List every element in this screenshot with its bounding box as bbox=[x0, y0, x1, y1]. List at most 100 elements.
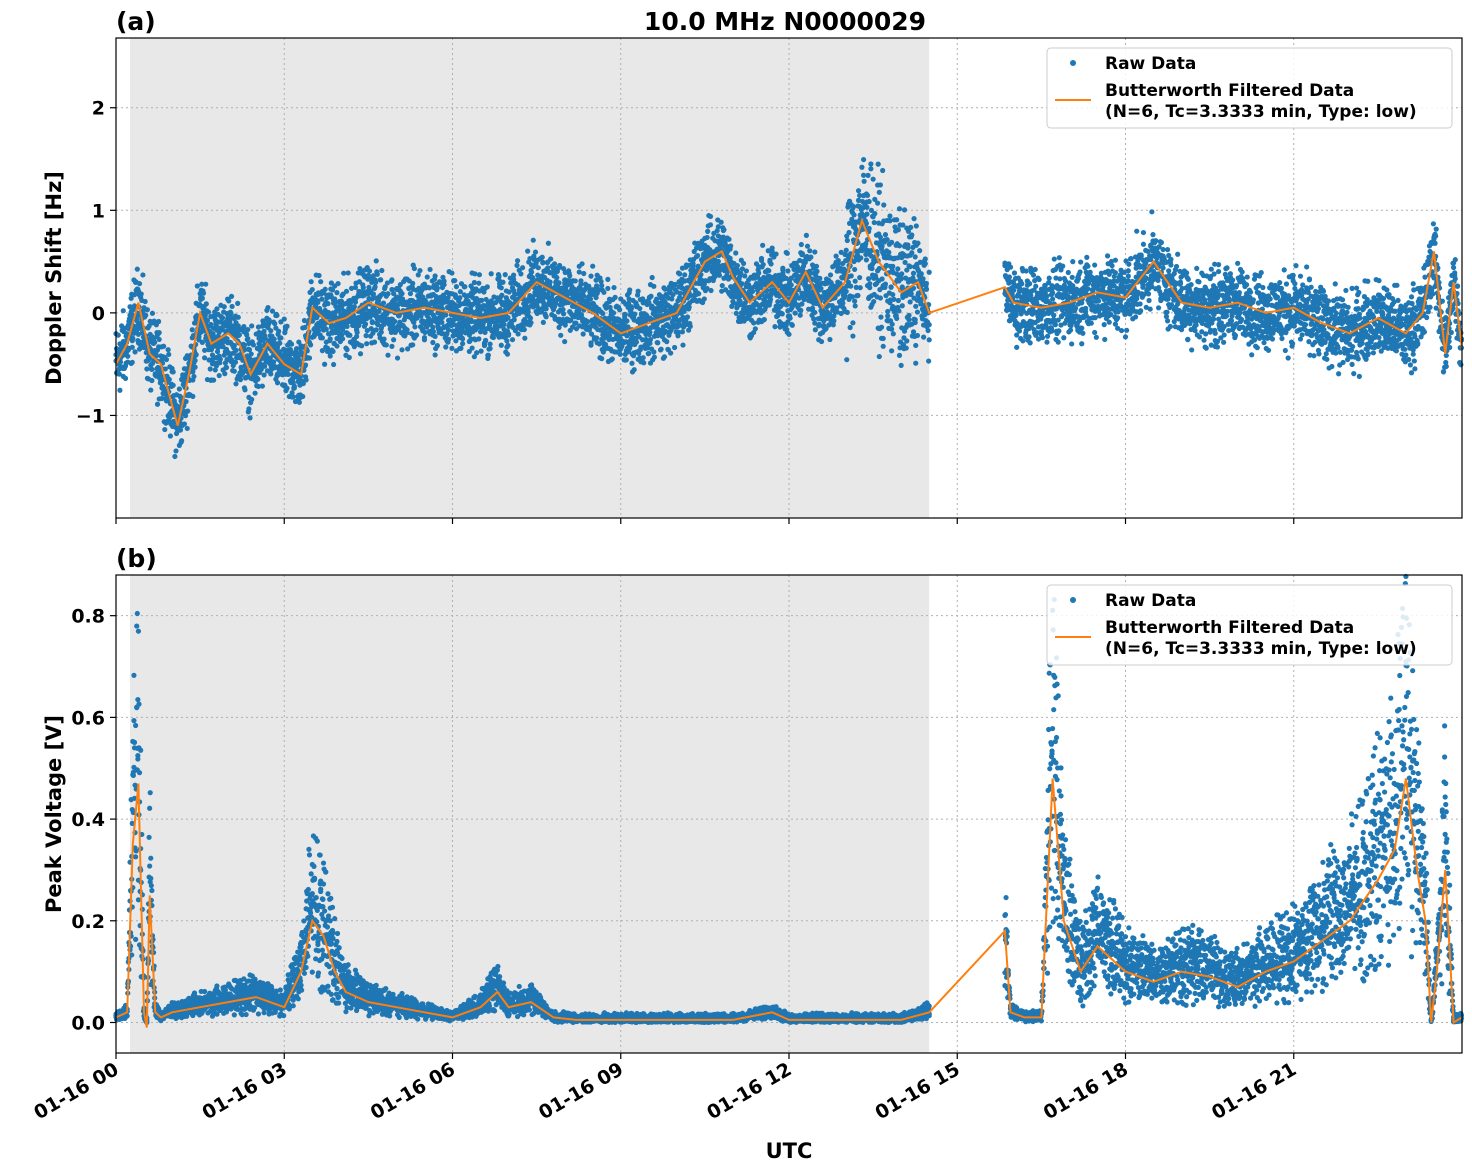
raw-data-point bbox=[166, 351, 172, 358]
raw-data-point bbox=[449, 270, 455, 276]
raw-data-point bbox=[459, 336, 466, 342]
raw-data-point bbox=[1084, 254, 1090, 260]
raw-data-point bbox=[404, 330, 410, 336]
raw-data-point bbox=[889, 239, 895, 245]
raw-data-point bbox=[707, 222, 714, 228]
raw-data-point bbox=[910, 270, 917, 276]
raw-data-point bbox=[134, 266, 140, 272]
raw-data-point bbox=[1057, 276, 1063, 282]
raw-data-point bbox=[922, 256, 928, 262]
raw-data-point bbox=[235, 300, 241, 307]
raw-data-point bbox=[632, 311, 638, 317]
raw-data-point bbox=[154, 401, 161, 407]
raw-data-point bbox=[807, 248, 813, 254]
raw-data-point bbox=[262, 363, 268, 369]
raw-data-point bbox=[481, 342, 488, 349]
raw-data-point bbox=[498, 342, 504, 348]
raw-data-point bbox=[505, 342, 511, 349]
raw-data-point bbox=[913, 342, 919, 349]
raw-data-point bbox=[207, 366, 213, 372]
raw-data-point bbox=[117, 387, 123, 393]
raw-data-point bbox=[1085, 263, 1091, 269]
raw-data-point bbox=[768, 261, 774, 267]
raw-data-point bbox=[488, 271, 494, 277]
raw-data-point bbox=[877, 295, 884, 301]
raw-data-point bbox=[812, 327, 818, 333]
raw-data-point bbox=[166, 376, 172, 383]
raw-data-point bbox=[1056, 255, 1062, 261]
raw-data-point bbox=[1069, 341, 1075, 347]
raw-data-point bbox=[373, 279, 379, 286]
raw-data-point bbox=[228, 357, 235, 363]
raw-data-point bbox=[901, 207, 908, 213]
raw-data-point bbox=[434, 285, 440, 291]
raw-data-point bbox=[371, 339, 378, 345]
raw-data-point bbox=[216, 372, 222, 379]
raw-data-point bbox=[891, 296, 897, 302]
raw-data-point bbox=[334, 343, 340, 349]
raw-data-point bbox=[812, 249, 818, 255]
raw-data-point bbox=[922, 261, 928, 267]
raw-data-point bbox=[752, 326, 758, 332]
raw-data-point bbox=[921, 334, 927, 340]
raw-data-point bbox=[378, 277, 384, 283]
raw-data-point bbox=[245, 326, 251, 333]
raw-data-point bbox=[1011, 270, 1018, 276]
raw-data-point bbox=[1115, 315, 1121, 321]
raw-data-point bbox=[612, 294, 618, 300]
raw-data-point bbox=[190, 393, 196, 399]
raw-data-point bbox=[222, 371, 228, 377]
raw-data-point bbox=[183, 398, 189, 405]
raw-data-point bbox=[165, 347, 171, 353]
raw-data-point bbox=[366, 268, 373, 274]
raw-data-point bbox=[840, 300, 846, 306]
raw-data-point bbox=[1033, 283, 1039, 289]
raw-data-point bbox=[909, 250, 915, 256]
raw-data-point bbox=[788, 282, 794, 288]
raw-data-point bbox=[887, 218, 893, 224]
raw-data-point bbox=[866, 276, 872, 282]
raw-data-point bbox=[760, 261, 766, 268]
raw-data-point bbox=[684, 314, 691, 320]
raw-data-point bbox=[392, 318, 398, 325]
raw-data-point bbox=[385, 291, 391, 297]
raw-data-point bbox=[590, 263, 596, 269]
raw-data-point bbox=[500, 279, 506, 285]
raw-data-point bbox=[219, 315, 226, 321]
raw-data-point bbox=[214, 306, 220, 312]
raw-data-point bbox=[909, 232, 915, 238]
raw-data-point bbox=[1092, 262, 1098, 268]
raw-data-point bbox=[799, 301, 805, 307]
raw-data-point bbox=[906, 317, 912, 323]
raw-data-point bbox=[1095, 298, 1102, 304]
raw-data-point bbox=[852, 298, 858, 304]
raw-data-point bbox=[1026, 334, 1032, 340]
raw-data-point bbox=[572, 278, 578, 284]
raw-data-point bbox=[887, 213, 893, 219]
raw-data-point bbox=[682, 272, 688, 278]
raw-data-point bbox=[871, 219, 877, 226]
raw-data-point bbox=[1079, 325, 1085, 331]
raw-data-point bbox=[518, 271, 524, 277]
raw-data-point bbox=[562, 338, 568, 345]
raw-data-point bbox=[864, 192, 871, 198]
raw-data-point bbox=[268, 371, 274, 377]
raw-data-point bbox=[1104, 253, 1111, 259]
raw-data-point bbox=[430, 328, 437, 335]
raw-data-point bbox=[1011, 287, 1017, 293]
raw-data-point bbox=[380, 300, 387, 306]
raw-data-point bbox=[274, 312, 280, 319]
raw-data-point bbox=[1046, 275, 1052, 281]
raw-data-point bbox=[865, 172, 871, 178]
raw-data-point bbox=[226, 298, 232, 304]
raw-data-point bbox=[1072, 305, 1079, 311]
raw-data-point bbox=[142, 298, 148, 305]
raw-data-point bbox=[1032, 266, 1038, 273]
raw-data-point bbox=[199, 295, 205, 301]
raw-data-point bbox=[918, 271, 924, 277]
raw-data-point bbox=[852, 278, 858, 284]
raw-data-point bbox=[138, 291, 144, 297]
raw-data-point bbox=[637, 305, 643, 312]
raw-data-point bbox=[162, 366, 168, 372]
